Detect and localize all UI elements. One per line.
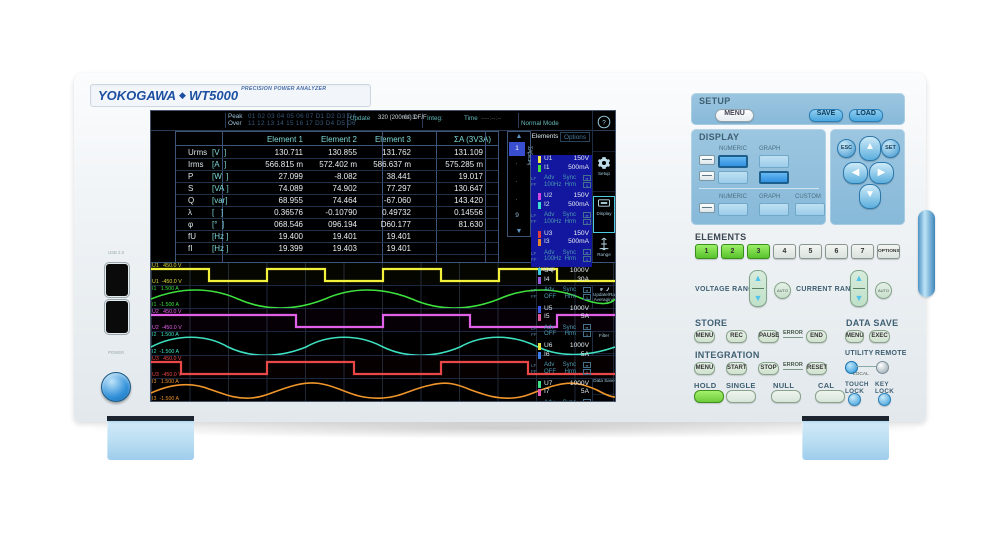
- svg-text:?: ?: [602, 120, 606, 127]
